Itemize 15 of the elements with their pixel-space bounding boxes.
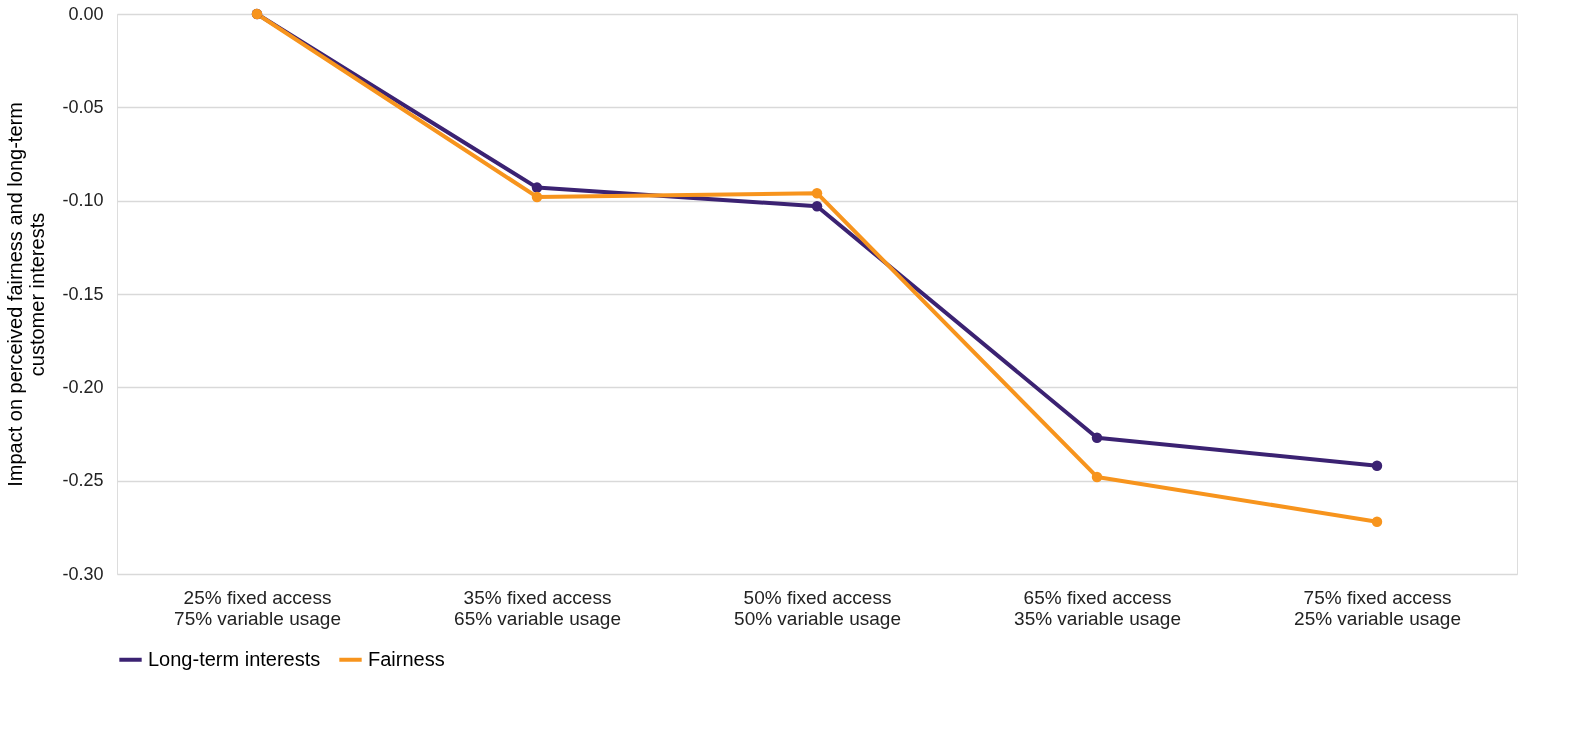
x-tick-label: 35% fixed access 65% variable usage xyxy=(454,586,621,629)
x-tick-label: 65% fixed access 35% variable usage xyxy=(1014,586,1181,629)
y-tick-label: -0.15 xyxy=(62,283,104,304)
x-tick-label: 75% fixed access 25% variable usage xyxy=(1294,586,1461,629)
legend-label: Long-term interests xyxy=(148,647,321,670)
x-tick-label: 25% fixed access 75% variable usage xyxy=(174,586,341,629)
y-tick-label: -0.05 xyxy=(62,96,104,117)
y-tick-label: 0.00 xyxy=(68,3,104,24)
legend-label: Fairness xyxy=(368,647,445,670)
y-tick-label: -0.20 xyxy=(62,376,104,397)
y-tick-label: -0.30 xyxy=(62,563,104,584)
y-axis-title: Impact on perceived fairness and long-term customer interests xyxy=(4,102,49,487)
y-tick-label: -0.10 xyxy=(62,190,104,211)
x-tick-label: 50% fixed access 50% variable usage xyxy=(734,586,901,629)
y-tick-label: -0.25 xyxy=(62,470,104,491)
